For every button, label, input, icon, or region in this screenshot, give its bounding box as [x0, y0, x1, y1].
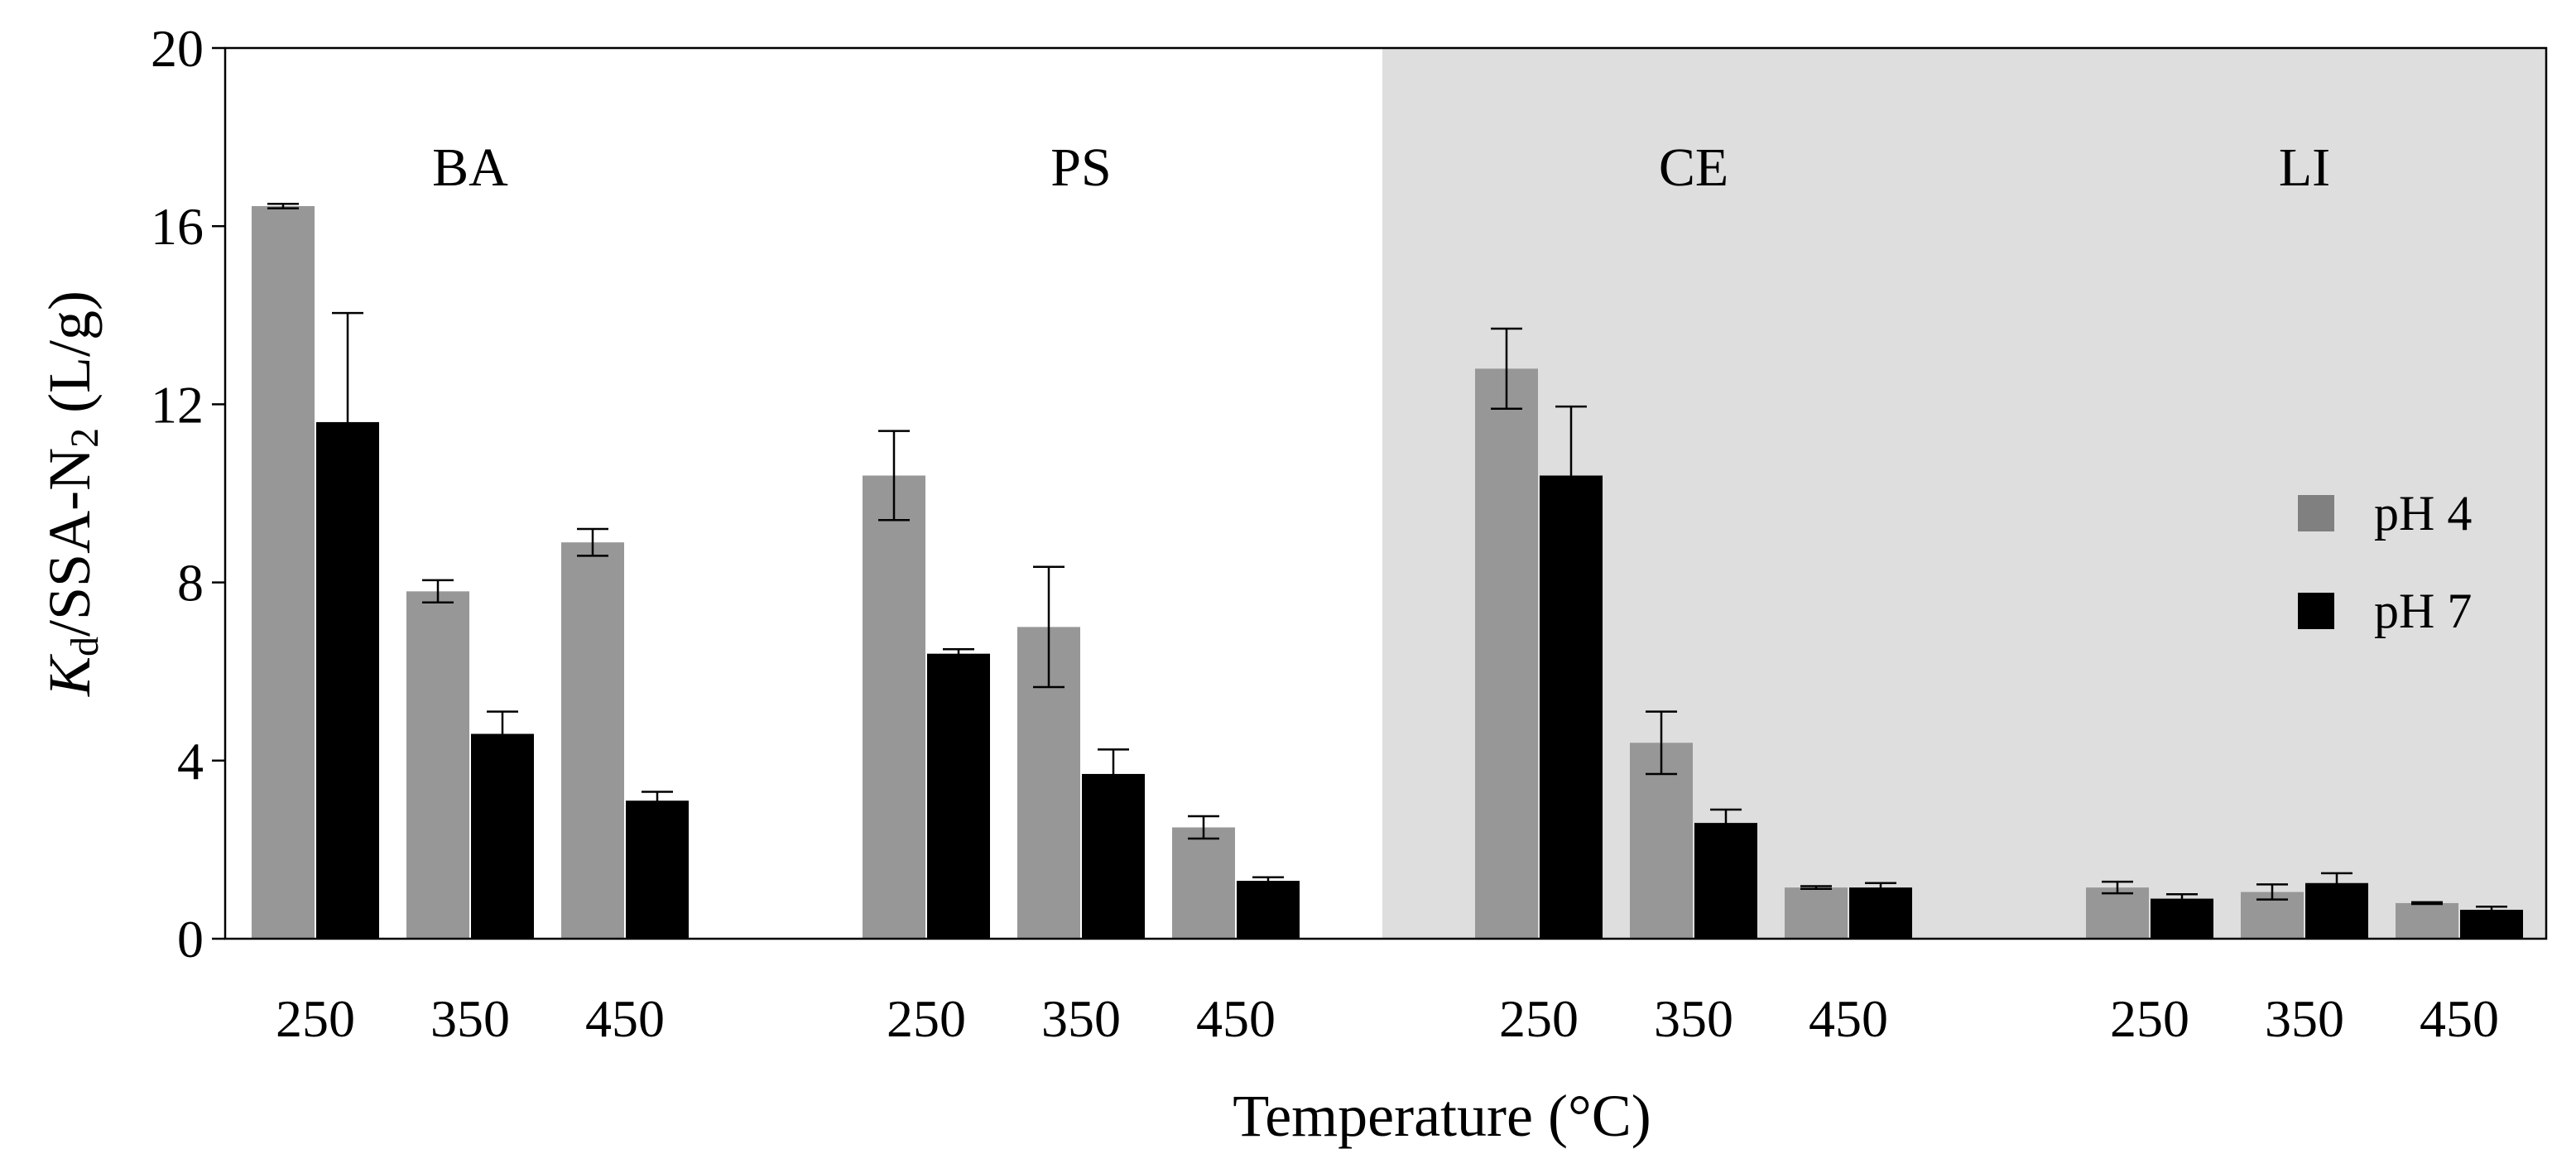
bar-LI-450-pH4	[2396, 903, 2458, 939]
x-tick-label-PS-450: 450	[1196, 989, 1276, 1048]
bar-BA-250-pH4	[252, 206, 315, 939]
x-tick-label-BA-450: 450	[585, 989, 665, 1048]
y-axis-title-mid: /SSA-N	[36, 448, 103, 637]
group-label-CE: CE	[1659, 137, 1728, 198]
bar-BA-350-pH7	[471, 734, 534, 939]
y-tick-label-8: 8	[177, 554, 204, 613]
x-tick-label-PS-350: 350	[1041, 989, 1121, 1048]
bar-chart-svg: 250 350 450 BA 250 350 450 PS 250 350 450 CE 250 350 4…	[0, 0, 2576, 1169]
x-tick-label-CE-350: 350	[1654, 989, 1733, 1048]
x-tick-label-PS-250: 250	[887, 989, 966, 1048]
x-tick-label-BA-350: 350	[430, 989, 510, 1048]
legend-label-pH7: pH 7	[2374, 584, 2472, 638]
legend-swatch-pH7	[2298, 593, 2334, 629]
y-tick-label-4: 4	[177, 732, 204, 791]
bar-LI-450-pH7	[2460, 910, 2523, 939]
bar-CE-450-pH4	[1785, 887, 1848, 939]
bar-PS-250-pH4	[863, 475, 925, 939]
x-tick-label-BA-250: 250	[276, 989, 355, 1048]
y-tick-label-16: 16	[151, 197, 204, 256]
x-tick-label-CE-450: 450	[1809, 989, 1888, 1048]
x-tick-label-CE-250: 250	[1499, 989, 1579, 1048]
group-label-BA: BA	[432, 137, 508, 198]
bar-BA-350-pH4	[406, 591, 469, 939]
bar-BA-450-pH4	[561, 542, 624, 939]
bar-CE-350-pH7	[1694, 823, 1757, 939]
chart: 250 350 450 BA 250 350 450 PS 250 350 450 CE 250 350 4…	[0, 0, 2576, 1169]
y-tick-label-0: 0	[177, 910, 204, 969]
bar-PS-250-pH7	[927, 654, 990, 939]
bar-PS-450-pH7	[1237, 881, 1300, 939]
group-label-LI: LI	[2279, 137, 2330, 198]
bar-CE-250-pH4	[1475, 368, 1538, 939]
group-label-PS: PS	[1050, 137, 1111, 198]
y-axis-title-unit: (L/g)	[36, 291, 103, 428]
x-tick-label-LI-250: 250	[2110, 989, 2189, 1048]
bar-BA-450-pH7	[626, 800, 689, 939]
y-tick-label-12: 12	[151, 375, 204, 434]
legend-swatch-pH4	[2298, 495, 2334, 531]
x-axis-title: Temperature (°C)	[1233, 1083, 1651, 1149]
y-axis-title-sub-2: 2	[63, 428, 107, 448]
y-axis-title-k: K	[36, 653, 103, 697]
y-tick-label-20: 20	[151, 19, 204, 78]
bar-LI-250-pH4	[2086, 887, 2149, 939]
bar-LI-250-pH7	[2151, 899, 2213, 939]
legend-label-pH4: pH 4	[2374, 486, 2472, 541]
x-tick-label-LI-350: 350	[2265, 989, 2344, 1048]
bar-PS-450-pH4	[1172, 828, 1235, 940]
y-axis-title-sub-d: d	[63, 637, 107, 656]
bar-CE-450-pH7	[1849, 887, 1912, 939]
y-axis-title: Kd/SSA-N2 (L/g)	[36, 291, 107, 697]
x-tick-label-LI-450: 450	[2420, 989, 2499, 1048]
